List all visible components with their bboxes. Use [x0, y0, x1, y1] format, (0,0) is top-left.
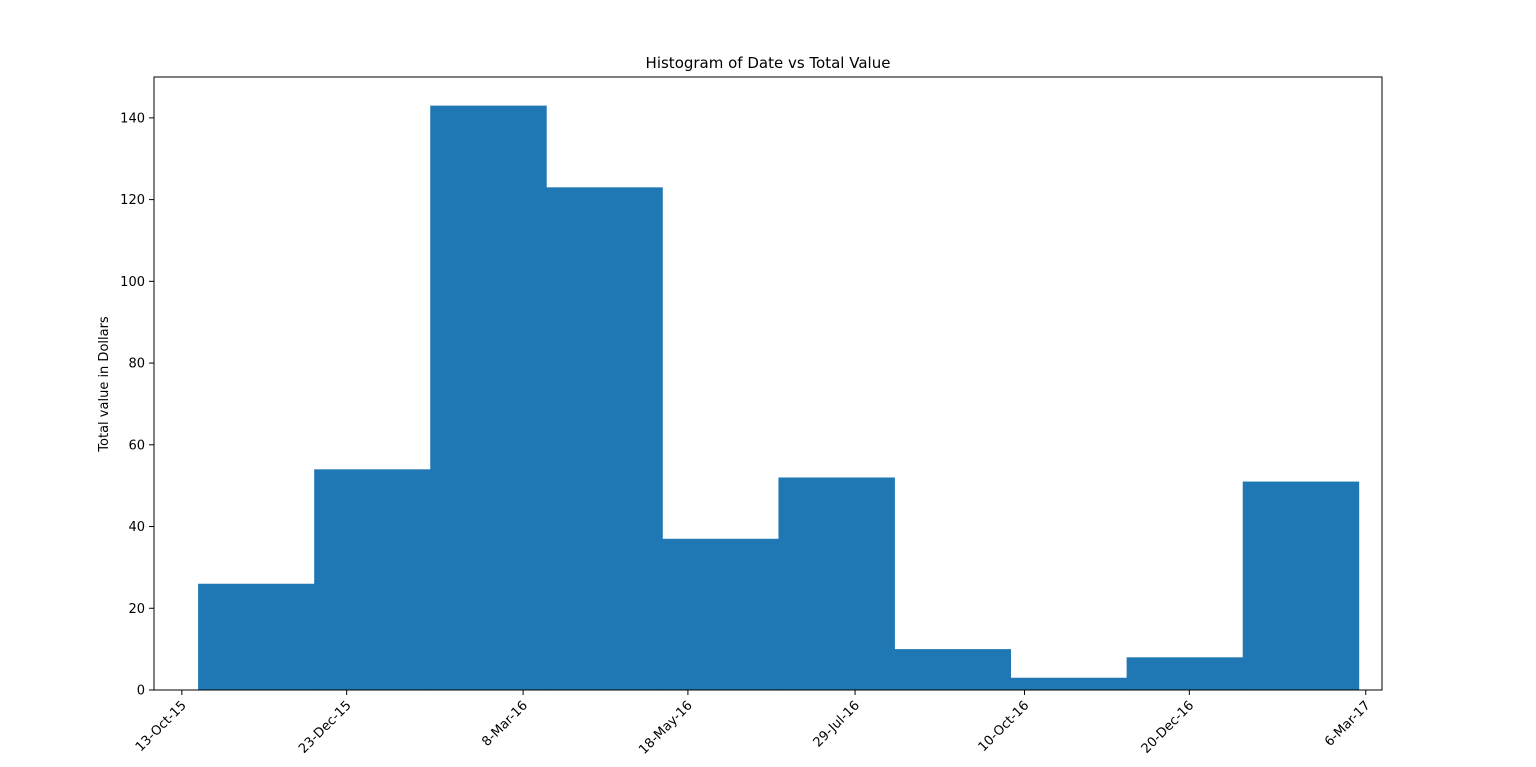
y-tick-label: 60 [128, 438, 145, 453]
histogram-bar-2 [314, 469, 431, 690]
y-tick-label: 80 [128, 357, 145, 372]
y-tick-label: 40 [128, 520, 145, 535]
histogram-bar-4 [546, 187, 663, 690]
histogram-bar-1 [198, 583, 315, 690]
y-tick-label: 100 [120, 275, 145, 290]
bars-layer [198, 105, 1360, 691]
histogram-bar-5 [662, 538, 779, 690]
histogram-bar-8 [1010, 677, 1128, 690]
y-tick-label: 20 [128, 602, 145, 617]
histogram-bar-7 [894, 649, 1011, 690]
histogram-bar-6 [778, 477, 895, 690]
histogram-bar-9 [1126, 657, 1244, 690]
histogram-bar-3 [430, 105, 547, 691]
y-axis-label: Total value in Dollars [97, 316, 112, 453]
chart-title: Histogram of Date vs Total Value [646, 54, 891, 72]
y-tick-label: 0 [137, 684, 145, 699]
y-tick-label: 140 [120, 111, 145, 126]
y-axis: 0 20 40 60 80 100 120 140 [120, 111, 154, 699]
histogram-bar-10 [1242, 481, 1360, 690]
plot-frame [153, 76, 1383, 691]
y-tick-label: 120 [120, 193, 145, 208]
